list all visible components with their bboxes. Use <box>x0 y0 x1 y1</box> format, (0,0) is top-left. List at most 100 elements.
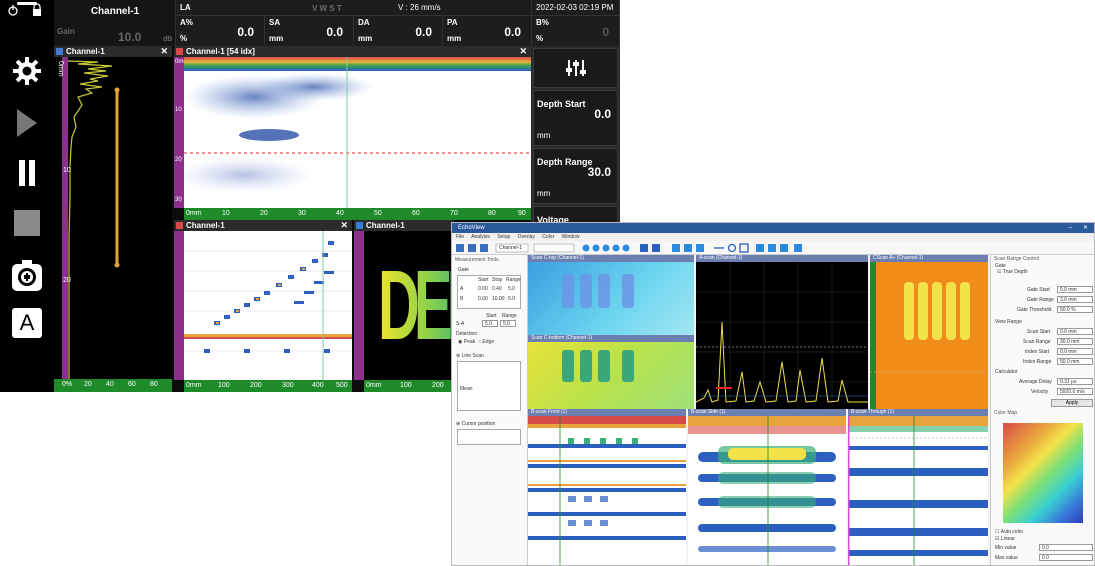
max-value-input[interactable]: 0.0 <box>1039 554 1093 561</box>
gear-icon[interactable] <box>0 54 54 88</box>
menu-window[interactable]: Window <box>561 234 580 240</box>
depth-range-box[interactable]: Depth Range 30.0 mm <box>533 148 618 204</box>
cell[interactable]: 0.40 <box>492 286 502 292</box>
tab-cbottom[interactable]: Scan C-bottom (Channel-1) <box>528 335 694 342</box>
ruler-label: 50 <box>374 210 382 217</box>
bscan-side-view[interactable] <box>688 416 846 565</box>
detection-edge-radio[interactable]: ○ Edge <box>478 339 495 345</box>
colormap-title: Color Map <box>994 410 1018 416</box>
close-icon[interactable]: ✕ <box>519 46 527 56</box>
cell[interactable]: 10.00 <box>492 296 505 302</box>
tab-ctop[interactable]: Scan C-top (Channel-1) <box>528 255 694 262</box>
linear-checkbox[interactable]: ☑ Linear <box>995 536 1015 542</box>
da-cell[interactable]: DA 0.0 mm <box>354 16 443 46</box>
logo-index-ruler: 0mm 100 200 <box>364 380 454 392</box>
ascan-plot-image <box>695 262 868 409</box>
camera-icon[interactable] <box>0 258 54 294</box>
a-scan-icon[interactable]: A <box>0 304 54 342</box>
stop-icon[interactable] <box>0 206 54 240</box>
depth-start-box[interactable]: Depth Start 0.0 mm <box>533 90 618 146</box>
gate-threshold-input[interactable]: 50.0 % <box>1057 306 1093 313</box>
da-value: 0.0 <box>415 25 432 39</box>
gate-start-input[interactable]: 0.0 mm <box>1057 286 1093 293</box>
gain-cell[interactable]: Channel-1 Gain 10.0 dB <box>54 0 176 46</box>
bscan-through-view[interactable] <box>846 416 988 565</box>
menu-file[interactable]: File <box>456 234 465 240</box>
menu-analysis[interactable]: Analysis <box>471 234 490 240</box>
b-value: 0 <box>602 25 609 39</box>
col-start: Start <box>486 313 497 319</box>
pause-icon[interactable] <box>0 156 54 190</box>
channel-select[interactable]: Channel-1 <box>499 245 523 251</box>
gate-range-input[interactable]: 3.0 mm <box>1057 296 1093 303</box>
panel-icon <box>176 222 183 229</box>
cell[interactable]: 5.0 <box>508 296 515 302</box>
cscan-view[interactable] <box>184 231 352 380</box>
minimize-icon[interactable]: – <box>1068 225 1072 231</box>
line-scan-table[interactable]: Mean <box>457 361 521 411</box>
scan-range-input[interactable]: 30.0 mm <box>1057 338 1093 345</box>
bscan-front-view[interactable] <box>528 416 686 565</box>
cursor-table[interactable] <box>457 429 521 445</box>
cell[interactable]: 5.0 <box>508 286 515 292</box>
logo-cscan-view[interactable]: DEEPS <box>364 231 454 380</box>
index-range-input[interactable]: 50.0 mm <box>1057 358 1093 365</box>
bscan-side-image <box>688 416 846 565</box>
ascan-plot[interactable] <box>695 262 868 409</box>
ascan-view[interactable]: 0mm 10 20 <box>54 57 172 379</box>
cscan-title: Channel-1 <box>186 221 225 230</box>
color-gradient[interactable] <box>1003 423 1083 523</box>
col-range: Range <box>502 313 517 319</box>
bscan-index-ruler: 0mm 10 20 30 40 50 60 70 80 90 <box>184 208 531 220</box>
b-percent-cell[interactable]: B% 0 % <box>532 16 620 46</box>
ruler-label: 90 <box>518 210 526 217</box>
index-start-input[interactable]: 0.0 mm <box>1057 348 1093 355</box>
line-scan-section[interactable]: ⊕ Line Scan <box>456 353 484 359</box>
a-percent-cell[interactable]: A% 0.0 % <box>176 16 265 46</box>
tab-cscan-a[interactable]: CScan A+ (Channel-1) <box>870 255 988 262</box>
auto-color-checkbox[interactable]: ☐ Auto color <box>995 529 1024 535</box>
menu-overlay[interactable]: Overlay <box>517 234 535 240</box>
menu-setup[interactable]: Setup <box>497 234 511 240</box>
average-delay-input[interactable]: 0.31 μs <box>1057 378 1093 385</box>
ruler-label: 100 <box>218 382 230 389</box>
tab-label: CScan A+ (Channel-1) <box>873 255 924 261</box>
field-label: Index Start <box>1025 349 1050 355</box>
velocity-input[interactable]: 5920.0 m/s <box>1057 388 1093 395</box>
cbottom-view[interactable] <box>528 342 694 409</box>
detection-peak-radio[interactable]: ◉ Peak <box>458 339 476 345</box>
settings-sliders-icon[interactable] <box>533 48 618 88</box>
tab-bscan-side[interactable]: B-scan Side (1) <box>688 409 846 416</box>
cell[interactable]: 0.00 <box>478 296 488 302</box>
cell[interactable]: 0.00 <box>478 286 488 292</box>
scan-start-input[interactable]: 0.0 mm <box>1057 328 1093 335</box>
true-depth-checkbox[interactable]: ☑ True Depth <box>997 269 1028 275</box>
close-icon[interactable]: ✕ <box>1082 225 1088 231</box>
power-icon[interactable] <box>3 2 51 18</box>
menu-color[interactable]: Color <box>542 234 555 240</box>
gate-table[interactable]: Start Stop Range A 0.00 0.40 5.0 B 0.00 … <box>457 275 521 309</box>
tab-label: B-scan Through (1) <box>851 409 894 415</box>
gain-label: Gain <box>57 27 75 36</box>
tab-ascan[interactable]: A-scan (Channel-1) <box>696 255 868 262</box>
close-icon[interactable]: ✕ <box>340 220 348 230</box>
tab-bscan-through[interactable]: B-scan Through (1) <box>848 409 988 416</box>
radio-label: Edge <box>482 339 495 345</box>
play-icon[interactable] <box>0 106 54 140</box>
ruler-label: 500 <box>336 382 348 389</box>
ruler-label: 200 <box>250 382 262 389</box>
pa-cell[interactable]: PA 0.0 mm <box>443 16 532 46</box>
bscan-view[interactable] <box>174 57 531 208</box>
sa-cell[interactable]: SA 0.0 mm <box>265 16 354 46</box>
close-icon[interactable]: ✕ <box>160 46 168 56</box>
ctop-view[interactable] <box>528 262 694 335</box>
s-range-field[interactable]: 5.0 <box>500 320 516 327</box>
cursor-section[interactable]: ⊕ Cursor position <box>456 421 496 427</box>
bscan-depth-ruler: 0mm 10 20 30 <box>174 57 188 208</box>
voltage-label: Voltage <box>537 215 569 225</box>
min-value-input[interactable]: 0.0 <box>1039 544 1093 551</box>
apply-button[interactable]: Apply <box>1051 399 1093 407</box>
tab-bscan-front[interactable]: B-scan Front (1) <box>528 409 686 416</box>
cscan-a-view[interactable] <box>870 262 988 409</box>
s-start-field[interactable]: 5.0 <box>482 320 498 327</box>
